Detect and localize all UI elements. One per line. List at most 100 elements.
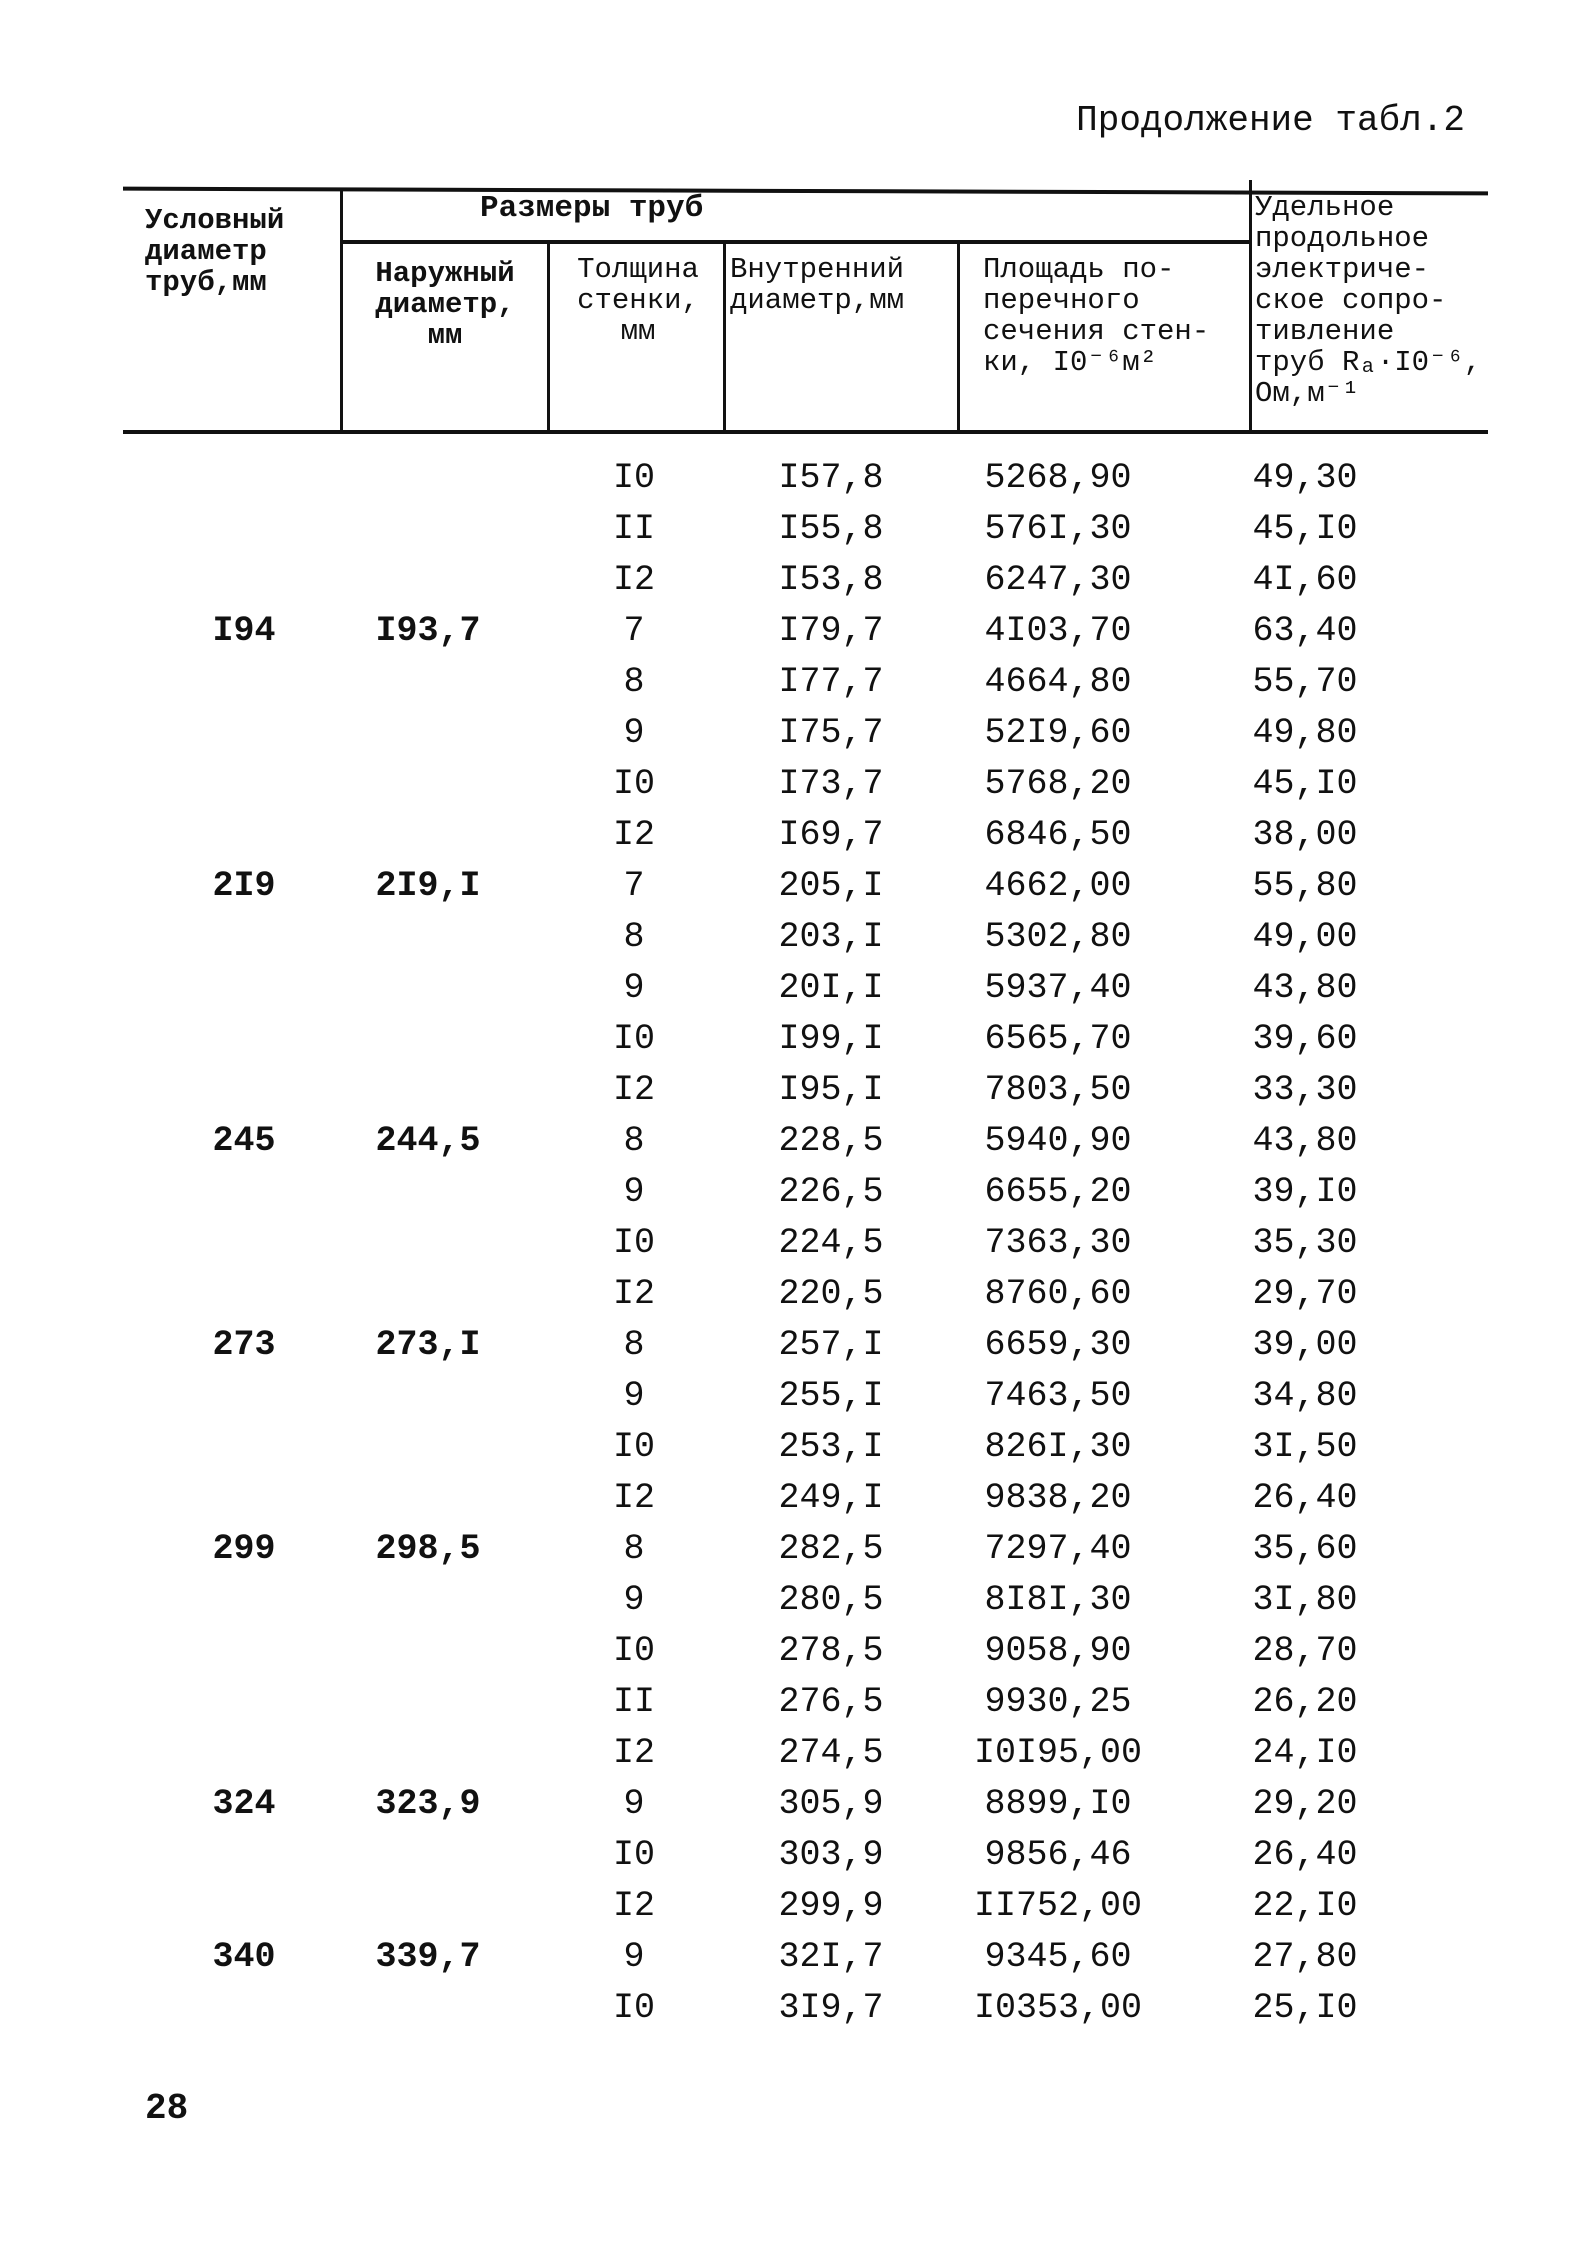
wall-thickness-cell: I0 bbox=[612, 1631, 656, 1671]
inner-diameter-cell: 203,I bbox=[778, 917, 884, 957]
outer-diameter-cell: I93,7 bbox=[375, 611, 481, 651]
cross-section-cell: 6659,30 bbox=[984, 1325, 1132, 1365]
resistance-cell: 39,60 bbox=[1252, 1019, 1358, 1059]
col-divider bbox=[957, 242, 960, 432]
header-wall-thickness: Толщина стенки, мм bbox=[577, 253, 699, 348]
resistance-cell: 38,00 bbox=[1252, 815, 1358, 855]
col-divider bbox=[723, 242, 726, 432]
cross-section-cell: 6565,70 bbox=[984, 1019, 1132, 1059]
nominal-diameter-cell: 245 bbox=[212, 1121, 276, 1161]
wall-thickness-cell: I0 bbox=[612, 1427, 656, 1467]
cross-section-cell: 9838,20 bbox=[984, 1478, 1132, 1518]
inner-diameter-cell: I69,7 bbox=[778, 815, 884, 855]
header-cross-section-area: Площадь по- перечного сечения стен- ки, … bbox=[983, 253, 1210, 379]
cross-section-cell: 826I,30 bbox=[984, 1427, 1132, 1467]
cross-section-cell: I0353,00 bbox=[973, 1988, 1143, 2028]
cross-section-cell: 5940,90 bbox=[984, 1121, 1132, 1161]
header-outer-diameter: Наружный диаметр, мм bbox=[375, 257, 515, 352]
cross-section-cell: 7363,30 bbox=[984, 1223, 1132, 1263]
resistance-cell: 26,20 bbox=[1252, 1682, 1358, 1722]
wall-thickness-cell: 8 bbox=[623, 1529, 645, 1569]
inner-diameter-cell: 280,5 bbox=[778, 1580, 884, 1620]
header-sub-rule bbox=[341, 240, 1250, 244]
wall-thickness-cell: I0 bbox=[612, 1223, 656, 1263]
wall-thickness-cell: I2 bbox=[612, 560, 656, 600]
inner-diameter-cell: I57,8 bbox=[778, 458, 884, 498]
inner-diameter-cell: 20I,I bbox=[778, 968, 884, 1008]
resistance-cell: 35,30 bbox=[1252, 1223, 1358, 1263]
wall-thickness-cell: I2 bbox=[612, 815, 656, 855]
col-divider bbox=[340, 189, 343, 432]
wall-thickness-cell: 9 bbox=[623, 1376, 645, 1416]
nominal-diameter-cell: I94 bbox=[212, 611, 276, 651]
wall-thickness-cell: I2 bbox=[612, 1070, 656, 1110]
cross-section-cell: 52I9,60 bbox=[984, 713, 1132, 753]
inner-diameter-cell: 299,9 bbox=[778, 1886, 884, 1926]
wall-thickness-cell: I0 bbox=[612, 764, 656, 804]
cross-section-cell: 9058,90 bbox=[984, 1631, 1132, 1671]
cross-section-cell: 7297,40 bbox=[984, 1529, 1132, 1569]
inner-diameter-cell: 257,I bbox=[778, 1325, 884, 1365]
inner-diameter-cell: 253,I bbox=[778, 1427, 884, 1467]
inner-diameter-cell: 224,5 bbox=[778, 1223, 884, 1263]
inner-diameter-cell: I95,I bbox=[778, 1070, 884, 1110]
outer-diameter-cell: 339,7 bbox=[375, 1937, 481, 1977]
nominal-diameter-cell: 2I9 bbox=[212, 866, 276, 906]
inner-diameter-cell: 282,5 bbox=[778, 1529, 884, 1569]
resistance-cell: 29,20 bbox=[1252, 1784, 1358, 1824]
resistance-cell: 26,40 bbox=[1252, 1835, 1358, 1875]
wall-thickness-cell: 9 bbox=[623, 1784, 645, 1824]
cross-section-cell: 7803,50 bbox=[984, 1070, 1132, 1110]
resistance-cell: 55,80 bbox=[1252, 866, 1358, 906]
nominal-diameter-cell: 324 bbox=[212, 1784, 276, 1824]
wall-thickness-cell: 9 bbox=[623, 1580, 645, 1620]
inner-diameter-cell: I75,7 bbox=[778, 713, 884, 753]
inner-diameter-cell: I77,7 bbox=[778, 662, 884, 702]
cross-section-cell: 6846,50 bbox=[984, 815, 1132, 855]
cross-section-cell: 5937,40 bbox=[984, 968, 1132, 1008]
inner-diameter-cell: 255,I bbox=[778, 1376, 884, 1416]
wall-thickness-cell: 9 bbox=[623, 968, 645, 1008]
header-nominal-diameter: Условный диаметр труб,мм bbox=[145, 204, 285, 299]
resistance-cell: 25,I0 bbox=[1252, 1988, 1358, 2028]
resistance-cell: 35,60 bbox=[1252, 1529, 1358, 1569]
header-inner-diameter: Внутренний диаметр,мм bbox=[730, 253, 905, 317]
nominal-diameter-cell: 273 bbox=[212, 1325, 276, 1365]
wall-thickness-cell: 9 bbox=[623, 1172, 645, 1212]
cross-section-cell: 8I8I,30 bbox=[984, 1580, 1132, 1620]
outer-diameter-cell: 298,5 bbox=[375, 1529, 481, 1569]
col-divider bbox=[547, 242, 550, 432]
resistance-cell: 55,70 bbox=[1252, 662, 1358, 702]
resistance-cell: 39,00 bbox=[1252, 1325, 1358, 1365]
cross-section-cell: 8899,I0 bbox=[984, 1784, 1132, 1824]
wall-thickness-cell: II bbox=[612, 1682, 656, 1722]
cross-section-cell: 9345,60 bbox=[984, 1937, 1132, 1977]
nominal-diameter-cell: 299 bbox=[212, 1529, 276, 1569]
inner-diameter-cell: 276,5 bbox=[778, 1682, 884, 1722]
resistance-cell: 29,70 bbox=[1252, 1274, 1358, 1314]
inner-diameter-cell: I79,7 bbox=[778, 611, 884, 651]
inner-diameter-cell: 303,9 bbox=[778, 1835, 884, 1875]
wall-thickness-cell: 8 bbox=[623, 917, 645, 957]
inner-diameter-cell: 278,5 bbox=[778, 1631, 884, 1671]
outer-diameter-cell: 244,5 bbox=[375, 1121, 481, 1161]
cross-section-cell: 6247,30 bbox=[984, 560, 1132, 600]
resistance-cell: 22,I0 bbox=[1252, 1886, 1358, 1926]
inner-diameter-cell: 32I,7 bbox=[778, 1937, 884, 1977]
resistance-cell: 49,00 bbox=[1252, 917, 1358, 957]
resistance-cell: 49,30 bbox=[1252, 458, 1358, 498]
outer-diameter-cell: 2I9,I bbox=[375, 866, 481, 906]
resistance-cell: 24,I0 bbox=[1252, 1733, 1358, 1773]
inner-diameter-cell: 220,5 bbox=[778, 1274, 884, 1314]
nominal-diameter-cell: 340 bbox=[212, 1937, 276, 1977]
inner-diameter-cell: 305,9 bbox=[778, 1784, 884, 1824]
inner-diameter-cell: 249,I bbox=[778, 1478, 884, 1518]
cross-section-cell: 5302,80 bbox=[984, 917, 1132, 957]
wall-thickness-cell: II bbox=[612, 509, 656, 549]
resistance-cell: 28,70 bbox=[1252, 1631, 1358, 1671]
wall-thickness-cell: I2 bbox=[612, 1478, 656, 1518]
inner-diameter-cell: I55,8 bbox=[778, 509, 884, 549]
cross-section-cell: I0I95,00 bbox=[973, 1733, 1143, 1773]
wall-thickness-cell: I0 bbox=[612, 1835, 656, 1875]
resistance-cell: 43,80 bbox=[1252, 1121, 1358, 1161]
